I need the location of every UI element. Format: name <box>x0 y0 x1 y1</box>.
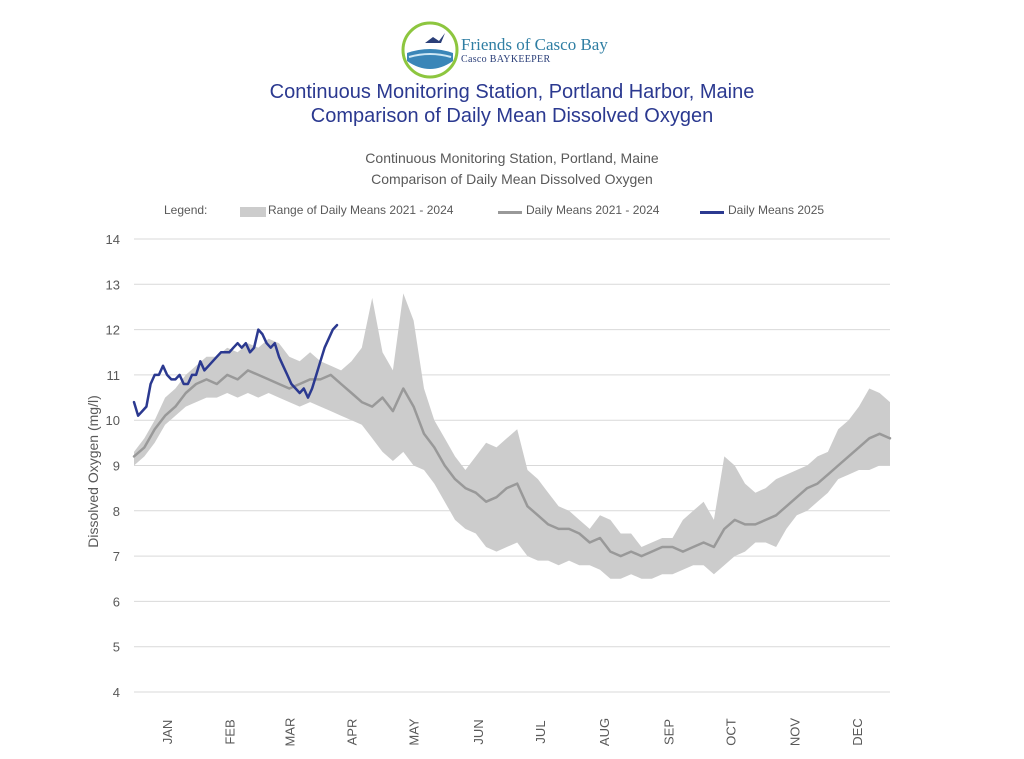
logo-name-text: Friends of Casco Bay <box>461 35 608 54</box>
y-tick-label-14: 14 <box>106 232 120 247</box>
legend-entry-range: Range of Daily Means 2021 - 2024 <box>268 203 454 217</box>
y-tick-label-4: 4 <box>113 685 120 700</box>
y-tick-label-11: 11 <box>107 368 121 383</box>
x-tick-label-aug: AUG <box>597 718 612 746</box>
legend-label: Legend: <box>164 203 208 217</box>
x-tick-label-dec: DEC <box>850 718 865 745</box>
legend-swatch-range <box>240 207 266 217</box>
series-range-band <box>134 293 890 579</box>
x-tick-label-jun: JUN <box>471 719 486 744</box>
legend-entry-mean: Daily Means 2021 - 2024 <box>526 203 660 217</box>
y-axis-title: Dissolved Oxygen (mg/l) <box>85 395 101 548</box>
series-mean-2021-2024-line <box>132 369 892 558</box>
y-tick-label-5: 5 <box>113 640 120 655</box>
x-tick-label-mar: MAR <box>282 718 297 747</box>
legend-entry-2025: Daily Means 2025 <box>728 203 825 217</box>
y-tick-label-6: 6 <box>113 594 120 609</box>
x-tick-label-nov: NOV <box>788 718 803 747</box>
page-title: Continuous Monitoring Station, Portland … <box>269 81 755 103</box>
x-tick-label-sep: SEP <box>661 719 676 745</box>
x-tick-label-may: MAY <box>407 718 422 746</box>
series-2025-line <box>132 323 339 417</box>
legend-swatch-2025 <box>700 211 724 214</box>
chart-subtitle: Comparison of Daily Mean Dissolved Oxyge… <box>371 171 653 187</box>
x-tick-label-jul: JUL <box>533 720 548 743</box>
y-tick-label-12: 12 <box>106 323 120 338</box>
x-tick-label-feb: FEB <box>222 719 237 744</box>
friends-of-casco-bay-logo: Friends of Casco Bay Casco BAYKEEPER <box>401 21 661 81</box>
y-tick-label-7: 7 <box>113 549 120 564</box>
y-tick-label-10: 10 <box>106 413 120 428</box>
legend-swatch-mean <box>498 211 522 214</box>
chart-legend: Legend: Range of Daily Means 2021 - 2024… <box>0 201 1024 221</box>
logo-subtitle-text: Casco BAYKEEPER <box>461 54 551 65</box>
chart-title: Continuous Monitoring Station, Portland,… <box>365 150 659 166</box>
x-tick-label-jan: JAN <box>160 720 175 745</box>
page-subtitle: Comparison of Daily Mean Dissolved Oxyge… <box>310 105 714 127</box>
x-tick-label-oct: OCT <box>724 718 739 746</box>
logo-emblem-icon <box>401 21 459 79</box>
y-tick-label-9: 9 <box>113 459 120 474</box>
y-tick-label-8: 8 <box>113 504 120 519</box>
x-tick-label-apr: APR <box>344 719 359 746</box>
y-tick-label-13: 13 <box>106 277 120 292</box>
